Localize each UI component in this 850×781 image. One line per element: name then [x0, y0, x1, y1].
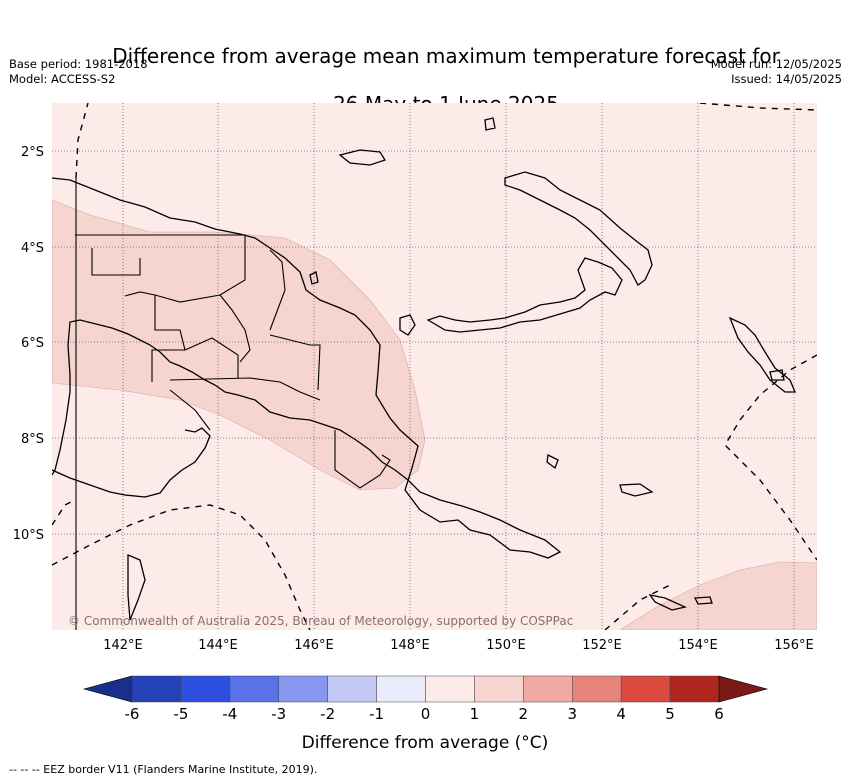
small-island [484, 117, 496, 131]
eez-border [724, 354, 817, 561]
colorbar-tick-labels: -6 -5 -4 -3 -2 -1 0 1 2 3 4 5 6 [0, 705, 850, 725]
province-border [219, 294, 251, 363]
colorbar-tick-label: 0 [420, 705, 431, 723]
colorbar-segment [669, 675, 720, 703]
province-border [169, 377, 321, 401]
south-coast [52, 427, 211, 498]
small-island [648, 594, 688, 611]
colorbar-segment [180, 675, 231, 703]
longitude-label: 146°E [294, 638, 334, 653]
issued-date: Issued: 14/05/2025 [731, 72, 842, 86]
coastlines [52, 117, 796, 621]
small-island [546, 454, 559, 470]
province-border [75, 234, 246, 303]
longitude-labels: 142°E 144°E 146°E 148°E 150°E 152°E 154°E 156°E [103, 638, 814, 653]
colorbar-tick-label: -5 [173, 705, 189, 723]
colorbar-segment [425, 675, 475, 703]
colorbar-segment [131, 675, 182, 703]
colorbar-extend-high [718, 675, 769, 703]
province-border [269, 249, 286, 331]
colorbar-tick-label: -1 [369, 705, 385, 723]
latitude-label: 6°S [21, 336, 44, 351]
bougainville-coast [728, 316, 796, 393]
colorbar-tick-label: 3 [567, 705, 578, 723]
colorbar-segment [523, 675, 573, 703]
province-borders [75, 178, 391, 630]
longitude-label: 142°E [103, 638, 143, 653]
colorbar-segment [620, 675, 671, 703]
colorbar-tick-label: -4 [222, 705, 238, 723]
small-island [399, 314, 416, 336]
latitude-label: 10°S [13, 528, 44, 543]
meta-left: Base period: 1981-2018 Model: ACCESS-S2 [9, 57, 148, 87]
colorbar [82, 675, 769, 703]
model-run: Model run: 12/05/2025 [710, 57, 842, 71]
colorbar-segment [278, 675, 328, 703]
colorbar-tick-label: 6 [714, 705, 724, 723]
small-island [693, 596, 713, 605]
eez-border [699, 103, 817, 111]
eez-footnote: -- -- -- EEZ border V11 (Flanders Marine… [9, 763, 318, 776]
latitude-label: 4°S [21, 241, 44, 256]
province-border [169, 389, 211, 431]
longitude-label: 152°E [582, 638, 622, 653]
new-guinea-coast [52, 177, 562, 559]
eez-border [52, 504, 311, 630]
colorbar-tick-label: -2 [320, 705, 336, 723]
colorbar-tick-label: 5 [665, 705, 675, 723]
longitude-label: 144°E [198, 638, 238, 653]
colorbar-segment [376, 675, 426, 703]
province-border [151, 295, 186, 382]
province-border [334, 430, 391, 489]
small-island [127, 554, 146, 621]
colorbar-tick-label: 1 [469, 705, 480, 723]
colorbar-tick-label: 2 [518, 705, 529, 723]
colorbar-extend-low [82, 675, 133, 703]
longitude-label: 150°E [486, 638, 526, 653]
eez-borders [52, 103, 817, 630]
latitude-labels: 2°S 4°S 6°S 8°S 10°S [13, 145, 44, 543]
colorbar-segment [474, 675, 524, 703]
colorbar-segment [327, 675, 377, 703]
graticule [52, 103, 817, 630]
title-line-1: Difference from average mean maximum tem… [112, 44, 780, 68]
colorbar-tick-label: -3 [271, 705, 287, 723]
anomaly-region-southeast [619, 561, 817, 630]
latitude-label: 8°S [21, 432, 44, 447]
manus-coast [338, 149, 386, 166]
longitude-label: 156°E [774, 638, 814, 653]
colorbar-segment [572, 675, 622, 703]
copyright-credit: © Commonwealth of Australia 2025, Bureau… [68, 614, 574, 628]
model-name: Model: ACCESS-S2 [9, 72, 116, 86]
small-island [619, 483, 654, 497]
new-britain-coast [426, 257, 623, 333]
longitude-label: 148°E [390, 638, 430, 653]
base-period: Base period: 1981-2018 [9, 57, 148, 71]
colorbar-segment [229, 675, 279, 703]
anomaly-region-west [52, 199, 426, 491]
colorbar-tick-label: 4 [616, 705, 626, 723]
colorbar-tick-label: -6 [124, 705, 140, 723]
new-ireland-coast [504, 171, 653, 286]
small-island [309, 271, 319, 285]
eez-border [604, 584, 671, 630]
colorbar-label: Difference from average (°C) [301, 733, 549, 753]
eez-border [75, 103, 89, 179]
latitude-label: 2°S [21, 145, 44, 160]
longitude-label: 154°E [678, 638, 718, 653]
small-island [769, 369, 785, 381]
province-border [91, 248, 141, 276]
meta-right: Model run: 12/05/2025 Issued: 14/05/2025 [711, 57, 842, 87]
province-border [269, 334, 321, 391]
province-border [184, 337, 239, 378]
